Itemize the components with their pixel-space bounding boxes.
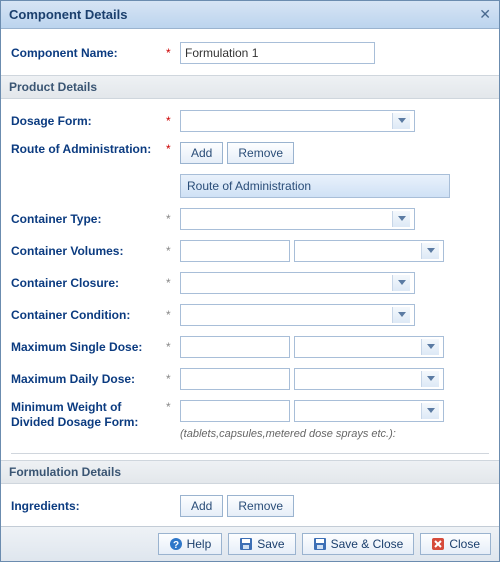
save-icon (239, 537, 253, 551)
row-route-admin: Route of Administration: * Add Remove Ro… (11, 137, 489, 203)
label-container-condition: Container Condition: (11, 308, 166, 322)
chevron-down-icon (421, 243, 439, 259)
row-container-closure: Container Closure: * (11, 267, 489, 299)
component-name-input[interactable] (180, 42, 375, 64)
max-daily-input[interactable] (180, 368, 290, 390)
label-max-daily: Maximum Daily Dose: (11, 372, 166, 386)
help-label: Help (187, 537, 212, 551)
row-container-condition: Container Condition: * (11, 299, 489, 331)
close-icon (431, 537, 445, 551)
save-close-label: Save & Close (331, 537, 404, 551)
label-container-type: Container Type: (11, 212, 166, 226)
label-container-closure: Container Closure: (11, 276, 166, 290)
row-ingredients: Ingredients: Add Remove (11, 490, 489, 522)
container-volumes-input[interactable] (180, 240, 290, 262)
optional-marker: * (166, 244, 180, 258)
row-component-name: Component Name: * (11, 37, 489, 69)
label-dosage-form: Dosage Form: (11, 114, 166, 128)
save-label: Save (257, 537, 284, 551)
svg-text:?: ? (173, 540, 179, 551)
required-marker: * (166, 46, 180, 60)
min-weight-unit-select[interactable] (294, 400, 444, 422)
container-closure-select[interactable] (180, 272, 415, 294)
label-ingredients: Ingredients: (11, 499, 166, 513)
route-remove-button[interactable]: Remove (227, 142, 294, 164)
chevron-down-icon (392, 307, 410, 323)
optional-marker: * (166, 340, 180, 354)
container-type-select[interactable] (180, 208, 415, 230)
chevron-down-icon (392, 275, 410, 291)
min-weight-input[interactable] (180, 400, 290, 422)
label-min-weight: Minimum Weight of Divided Dosage Form: (11, 400, 166, 430)
chevron-down-icon (392, 211, 410, 227)
chevron-down-icon (421, 339, 439, 355)
divider (11, 453, 489, 454)
close-label: Close (449, 537, 480, 551)
optional-marker: * (166, 400, 180, 414)
optional-marker: * (166, 276, 180, 290)
row-container-volumes: Container Volumes: * (11, 235, 489, 267)
chevron-down-icon (421, 403, 439, 419)
chevron-down-icon (392, 113, 410, 129)
row-min-weight: Minimum Weight of Divided Dosage Form: *… (11, 395, 489, 445)
required-marker: * (166, 114, 180, 128)
optional-marker: * (166, 212, 180, 226)
help-button[interactable]: ? Help (158, 533, 223, 555)
min-weight-hint: (tablets,capsules,metered dose sprays et… (180, 428, 396, 440)
optional-marker: * (166, 372, 180, 386)
close-button[interactable]: Close (420, 533, 491, 555)
section-formulation-details: Formulation Details (1, 460, 499, 484)
route-admin-list: Route of Administration (180, 174, 450, 198)
close-icon[interactable]: ✕ (479, 6, 491, 23)
dosage-form-select[interactable] (180, 110, 415, 132)
max-single-unit-select[interactable] (294, 336, 444, 358)
save-icon (313, 537, 327, 551)
save-close-button[interactable]: Save & Close (302, 533, 415, 555)
optional-marker: * (166, 308, 180, 322)
route-admin-list-header: Route of Administration (180, 174, 450, 198)
ingredients-remove-button[interactable]: Remove (227, 495, 294, 517)
container-volumes-unit-select[interactable] (294, 240, 444, 262)
dialog-title: Component Details (9, 7, 127, 22)
ingredients-add-button[interactable]: Add (180, 495, 223, 517)
row-container-type: Container Type: * (11, 203, 489, 235)
section-product-details: Product Details (1, 75, 499, 99)
container-condition-select[interactable] (180, 304, 415, 326)
chevron-down-icon (421, 371, 439, 387)
label-route-admin: Route of Administration: (11, 142, 166, 156)
row-max-daily: Maximum Daily Dose: * (11, 363, 489, 395)
component-details-dialog: Component Details ✕ Component Name: * Pr… (0, 0, 500, 562)
label-component-name: Component Name: (11, 46, 166, 60)
save-button[interactable]: Save (228, 533, 295, 555)
titlebar: Component Details ✕ (1, 1, 499, 29)
label-container-volumes: Container Volumes: (11, 244, 166, 258)
required-marker: * (166, 142, 180, 156)
label-max-single: Maximum Single Dose: (11, 340, 166, 354)
help-icon: ? (169, 537, 183, 551)
max-single-input[interactable] (180, 336, 290, 358)
row-dosage-form: Dosage Form: * (11, 105, 489, 137)
dialog-footer: ? Help Save Save & Close Close (1, 526, 499, 561)
row-max-single: Maximum Single Dose: * (11, 331, 489, 363)
max-daily-unit-select[interactable] (294, 368, 444, 390)
route-add-button[interactable]: Add (180, 142, 223, 164)
